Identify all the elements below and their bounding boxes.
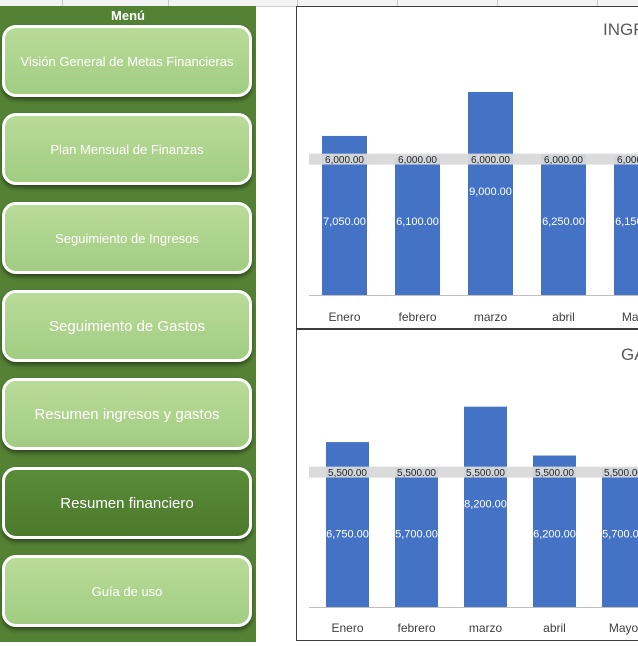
bar-lower-febrero xyxy=(395,164,440,295)
x-tick-label: abril xyxy=(552,310,575,324)
x-tick-label: Enero xyxy=(328,310,360,324)
target-label: 6,000.00 xyxy=(398,155,437,166)
target-label: 6,000.00 xyxy=(544,155,583,166)
menu-button-label: Guía de uso xyxy=(91,583,163,599)
x-tick-label: abril xyxy=(543,621,566,635)
bar-lower-marzo xyxy=(464,477,507,607)
income-chart[interactable]: INGRESOS 6,000.006,000.006,000.006,000.0… xyxy=(296,6,638,329)
target-label: 6,000.00 xyxy=(325,155,364,166)
menu-button-label: Visión General de Metas Financieras xyxy=(20,53,234,69)
menu-button-label: Seguimiento de Gastos xyxy=(49,317,205,335)
target-label: 5,500.00 xyxy=(466,468,505,479)
bar-value-label: 6,250.00 xyxy=(542,216,585,228)
x-tick-label: Mayo xyxy=(609,621,638,635)
x-tick-label: febrero xyxy=(398,310,436,324)
chart-title: GASTOS xyxy=(621,345,638,364)
x-tick-label: marzo xyxy=(469,621,503,635)
target-label: 5,500.00 xyxy=(397,468,436,479)
x-tick-label: febrero xyxy=(397,621,435,635)
bar-value-label: 6,100.00 xyxy=(396,216,439,228)
bar-value-label: 9,000.00 xyxy=(469,186,512,198)
chart-title: INGRESOS xyxy=(603,20,638,39)
target-label: 5,500.00 xyxy=(535,468,574,479)
menu-button-label: Resumen financiero xyxy=(60,494,194,512)
target-label: 5,500.00 xyxy=(604,468,638,479)
bar-value-label: 6,750.00 xyxy=(326,528,369,540)
bar-lower-febrero xyxy=(395,477,438,607)
expense-chart[interactable]: GASTOS 5,500.005,500.005,500.005,500.005… xyxy=(296,329,638,641)
target-band xyxy=(309,153,638,165)
target-band xyxy=(309,466,638,478)
menu-button-monthly-plan[interactable]: Plan Mensual de Finanzas xyxy=(2,113,252,185)
expense-chart-plot: 5,500.00 5,500.00 5,500.00 5,500.00 5,500.00… xyxy=(309,406,638,635)
menu-button-goals-overview[interactable]: Visión General de Metas Financieras xyxy=(2,25,252,97)
bar-lower-Mayo xyxy=(614,164,638,295)
menu-button-label: Resumen ingresos y gastos xyxy=(34,405,220,423)
bar-value-label: 6,200.00 xyxy=(533,528,576,540)
bar-lower-Enero xyxy=(326,477,369,607)
bar-value-label: 5,700.00 xyxy=(602,528,638,540)
income-chart-plot: 6,000.00 6,000.00 6,000.00 6,000.00 6,000.00… xyxy=(309,91,638,324)
menu-button-financial-summary[interactable]: Resumen financiero xyxy=(2,467,252,539)
x-tick-label: Mayo xyxy=(622,310,638,324)
bar-value-label: 6,150.00 xyxy=(615,216,638,228)
bar-lower-abril xyxy=(533,477,576,607)
x-tick-label: Enero xyxy=(331,621,363,635)
menu-button-label: Plan Mensual de Finanzas xyxy=(50,141,204,157)
menu-button-label: Seguimiento de Ingresos xyxy=(55,230,199,246)
bar-value-label: 8,200.00 xyxy=(464,498,507,510)
bar-lower-abril xyxy=(541,164,586,295)
target-label: 6,000.00 xyxy=(617,155,638,166)
menu-panel: Menú Visión General de Metas Financieras… xyxy=(0,6,256,642)
menu-button-expense-tracking[interactable]: Seguimiento de Gastos xyxy=(2,290,252,362)
bar-value-label: 5,700.00 xyxy=(395,528,438,540)
target-label: 5,500.00 xyxy=(328,468,367,479)
target-label: 6,000.00 xyxy=(471,155,510,166)
bar-value-label: 7,050.00 xyxy=(323,216,366,228)
menu-title: Menú xyxy=(111,8,145,23)
bar-lower-Mayo xyxy=(602,477,638,607)
menu-button-income-expense-summary[interactable]: Resumen ingresos y gastos xyxy=(2,378,252,450)
x-tick-label: marzo xyxy=(474,310,508,324)
menu-button-income-tracking[interactable]: Seguimiento de Ingresos xyxy=(2,202,252,274)
bar-lower-Enero xyxy=(322,164,367,295)
menu-button-user-guide[interactable]: Guía de uso xyxy=(2,555,252,627)
bar-lower-marzo xyxy=(468,164,513,295)
